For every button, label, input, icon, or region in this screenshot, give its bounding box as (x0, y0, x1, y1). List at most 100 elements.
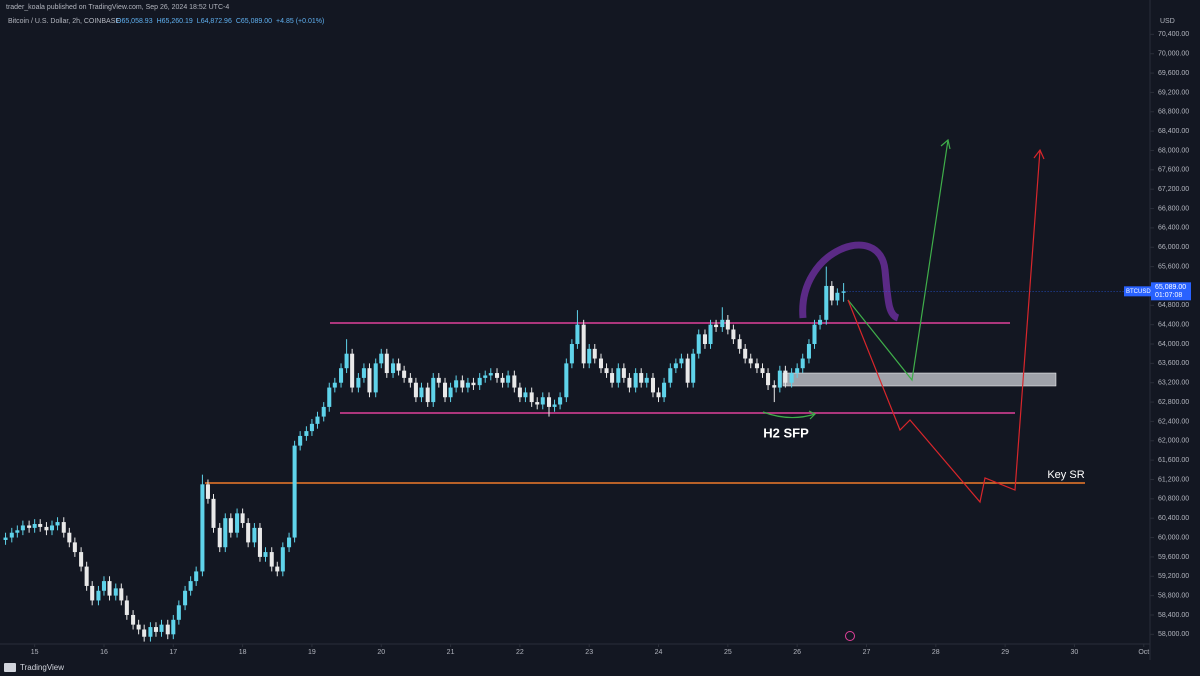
annotation: H2 SFP (763, 425, 809, 440)
ohlc-value: C65,089.00 (236, 18, 272, 25)
x-tick-label: 19 (308, 649, 316, 656)
candle-body (806, 344, 811, 359)
candle-body (616, 368, 621, 383)
y-tick-label: 69,200.00 (1158, 89, 1189, 96)
candle-body (575, 324, 580, 345)
bull-path (847, 139, 949, 382)
bear-arrowhead (1033, 148, 1045, 160)
y-tick-label: 63,600.00 (1158, 360, 1189, 367)
candle-body (592, 348, 597, 359)
price-tag-bg (1151, 282, 1191, 301)
candle-body (443, 382, 448, 398)
candle-body (789, 373, 794, 383)
candle-body (436, 377, 441, 383)
candle-body (523, 392, 528, 398)
candle-body (564, 363, 569, 398)
y-tick-label: 70,000.00 (1158, 51, 1189, 58)
candle-body (235, 513, 240, 533)
x-tick-label: 25 (724, 649, 732, 656)
x-tick-label: 20 (377, 649, 385, 656)
candle-body (431, 377, 436, 403)
sfp-curve (762, 411, 816, 419)
candle-body (471, 382, 476, 386)
candle-body (731, 329, 736, 340)
event-icon[interactable] (845, 631, 855, 641)
currency: USD (1160, 18, 1175, 25)
candle-body (818, 319, 823, 325)
y-tick-label: 59,200.00 (1158, 573, 1189, 580)
bull-arrowhead (940, 138, 951, 150)
y-tick-label: 68,000.00 (1158, 147, 1189, 154)
candle-body (55, 522, 60, 526)
candle-body (194, 571, 199, 582)
x-tick-label: 27 (863, 649, 871, 656)
candle-body (800, 358, 805, 369)
candle-body (246, 523, 251, 543)
candle-body (604, 368, 609, 374)
y-tick-label: 68,400.00 (1158, 128, 1189, 135)
candle-body (737, 339, 742, 349)
candle-body (546, 397, 552, 407)
candle-body (569, 344, 574, 364)
candle-body (101, 581, 107, 591)
candle-body (32, 524, 37, 528)
candle-body (402, 370, 407, 378)
candle-body (408, 377, 413, 383)
y-tick-label: 58,800.00 (1158, 592, 1189, 599)
annotation: Key SR (1047, 469, 1084, 481)
candle-body (84, 566, 89, 586)
candle-body (558, 397, 563, 405)
candle-body (506, 375, 511, 383)
y-tick-label: 64,800.00 (1158, 302, 1189, 309)
zone-box (782, 372, 1057, 387)
candle-body (419, 387, 424, 398)
y-tick-label: 70,400.00 (1158, 31, 1189, 38)
x-tick-label: 18 (239, 649, 247, 656)
candle-body (9, 532, 14, 538)
candle-body (621, 368, 626, 378)
candle-body (183, 590, 188, 606)
candle-body (148, 627, 153, 637)
y-tick-label: 69,600.00 (1158, 70, 1189, 77)
candle-body (165, 624, 170, 635)
x-tick-label: 17 (169, 649, 177, 656)
candle-body (812, 324, 817, 345)
candle-body (633, 373, 638, 388)
candle-body (61, 522, 66, 533)
y-tick-label: 58,400.00 (1158, 612, 1189, 619)
candle-body (824, 285, 829, 320)
x-tick-label: 21 (447, 649, 455, 656)
price-tag-countdown: 01:07:08 (1155, 292, 1182, 299)
candle-body (714, 324, 719, 328)
candle-body (257, 527, 262, 557)
candle-body (696, 334, 701, 354)
candle-body (159, 624, 164, 632)
candle-body (766, 373, 771, 386)
candle-body (361, 368, 366, 378)
candle-body (610, 373, 615, 383)
candle-body (396, 363, 401, 371)
candle-body (3, 537, 8, 540)
candle-body (535, 402, 540, 405)
candle-body (79, 552, 84, 567)
candle-body (142, 629, 147, 637)
y-tick-label: 62,400.00 (1158, 418, 1189, 425)
candle-body (223, 518, 228, 548)
candle-body (107, 581, 112, 596)
candle-body (153, 627, 158, 632)
y-tick-label: 64,400.00 (1158, 322, 1189, 329)
candle-body (90, 585, 95, 601)
candle-body (725, 319, 730, 330)
candle-body (20, 525, 25, 531)
price-tag-symbol: BTCUSD (1126, 289, 1151, 295)
candle-body (131, 614, 136, 625)
y-tick-label: 60,400.00 (1158, 515, 1189, 522)
candle-body (309, 423, 314, 432)
candle-body (587, 348, 592, 364)
candle-body (176, 605, 181, 620)
bear-path (847, 149, 1041, 504)
candle-body (488, 373, 493, 376)
candle-body (124, 600, 129, 615)
